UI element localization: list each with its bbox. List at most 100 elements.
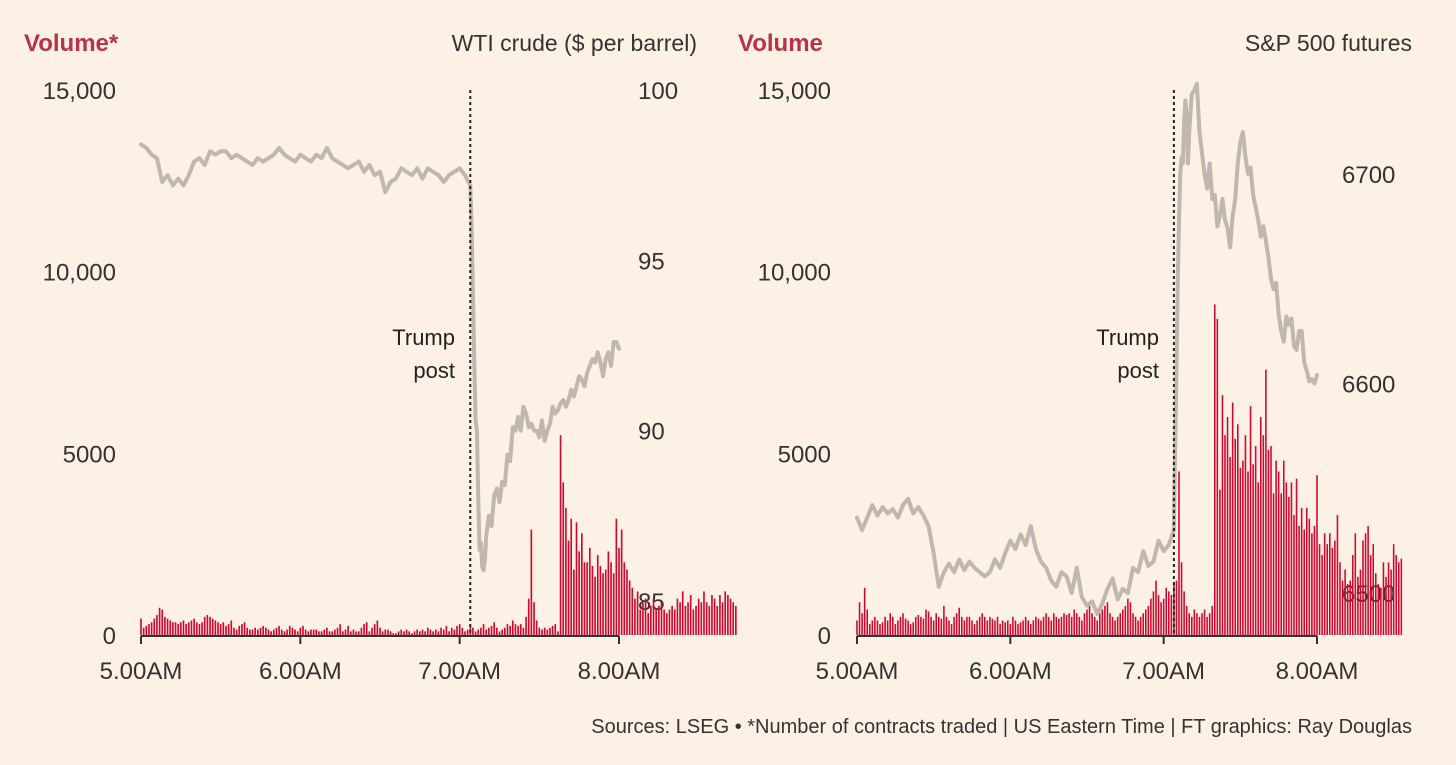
wti-volume-tick-label: 15,000	[43, 78, 116, 105]
wti-volume-bar	[445, 625, 448, 635]
sp500-volume-bar	[1216, 318, 1219, 635]
sp500-volume-bar	[1185, 605, 1188, 635]
sp500-volume-bar	[1201, 613, 1203, 635]
wti-volume-bar	[243, 622, 246, 635]
wti-volume-bar	[259, 627, 262, 635]
sp500-volume-bar	[1231, 402, 1234, 635]
wti-volume-bar	[408, 631, 411, 635]
sp500-volume-bar	[932, 620, 935, 635]
wti-volume-bar	[705, 602, 708, 635]
wti-volume-bar	[650, 605, 652, 635]
sp500-volume-bar	[1244, 435, 1247, 635]
sp500-volume-bar	[994, 620, 996, 635]
wti-volume-bar	[302, 625, 304, 635]
wti-volume-bar	[187, 622, 190, 635]
sp500-volume-bar	[1063, 613, 1065, 635]
sp500-volume-bar	[991, 618, 994, 635]
wti-volume-bar	[238, 625, 241, 635]
sp500-volume-bar	[1234, 438, 1237, 635]
sp500-volume-bar	[1208, 613, 1211, 635]
sp500-volume-bar	[1226, 417, 1229, 635]
sp500-volume-bar	[1114, 620, 1116, 635]
wti-volume-bar	[453, 629, 456, 635]
sp500-volume-bar	[1380, 587, 1382, 635]
sp500-volume-bar	[1116, 616, 1119, 635]
sp500-volume-bar	[907, 620, 909, 635]
sp500-volume-bar	[935, 613, 938, 635]
sp500-volume-bar	[1334, 540, 1336, 635]
wti-volume-bar	[490, 625, 493, 635]
sp500-volume-bar	[866, 609, 869, 635]
sp500-volume-bar	[971, 620, 973, 635]
sp500-volume-bar	[917, 615, 920, 635]
sp500-volume-bar	[1144, 609, 1147, 635]
sp500-volume-bar	[1014, 620, 1017, 635]
sp500-volume-bar	[1037, 618, 1040, 635]
wti-volume-bar	[533, 602, 535, 635]
sp500-volume-bar	[1167, 591, 1170, 635]
wti-volume-bar	[634, 598, 636, 635]
sp500-x-tick-label: 7.00AM	[1122, 658, 1205, 685]
wti-volume-bar	[254, 627, 257, 635]
wti-volume-bar	[334, 629, 336, 635]
sp500-volume-bar	[989, 616, 991, 635]
wti-volume-bar	[206, 615, 209, 635]
wti-volume-bar	[182, 620, 185, 635]
sp500-volume-bar	[1075, 613, 1078, 635]
sp500-volume-bar	[1221, 395, 1224, 635]
sp500-volume-bar	[1300, 507, 1303, 635]
wti-volume-bar	[360, 627, 363, 635]
wti-volume-bar	[668, 609, 671, 635]
sp500-volume-bar	[999, 624, 1001, 635]
wti-volume-bar	[644, 598, 647, 635]
sp500-volume-bar	[1196, 613, 1198, 635]
wti-volume-bar	[721, 602, 724, 635]
sp500-chart-panel: Volume S&P 500 futures 0 5000 10,000 15,000…	[738, 30, 1412, 685]
wti-volume-bar	[681, 591, 684, 635]
sp500-volume-bar	[1081, 620, 1083, 635]
sp500-volume-bar	[981, 613, 984, 635]
wti-volume-bar	[599, 565, 602, 635]
sp500-volume-bar	[1142, 613, 1145, 635]
sp500-volume-bar	[1331, 547, 1334, 635]
sp500-volume-bar	[876, 620, 879, 635]
sp500-volume-bar	[940, 618, 943, 635]
sp500-volume-bar	[1170, 595, 1173, 635]
sp500-volume-bar	[1318, 544, 1321, 635]
wti-volume-bar	[615, 518, 618, 635]
sp500-volume-bar	[1027, 620, 1030, 635]
wti-volume-bar	[397, 631, 400, 635]
wti-volume-bar	[549, 627, 551, 635]
wti-volume-bar	[472, 627, 474, 635]
sp500-volume-bar	[1050, 620, 1053, 635]
wti-volume-bar	[376, 620, 379, 635]
sp500-volume-bar	[1239, 467, 1242, 635]
sp500-volume-bar	[1344, 569, 1346, 635]
wti-volume-bar	[501, 629, 503, 635]
wti-volume-bar	[687, 602, 689, 635]
sp500-volume-bar	[1088, 605, 1091, 635]
sp500-volume-bar	[871, 620, 874, 635]
sp500-volume-bar	[922, 618, 925, 635]
sp500-volume-bar	[1392, 544, 1395, 635]
wti-volume-bar	[480, 627, 482, 635]
wti-volume-bar	[198, 624, 201, 635]
wti-volume-bar	[485, 629, 488, 635]
sp500-volume-bar	[968, 616, 971, 635]
wti-x-tick-label: 7.00AM	[418, 658, 501, 685]
sp500-volume-bar	[1372, 544, 1375, 635]
sp500-x-tick-label: 8.00AM	[1276, 658, 1359, 685]
wti-volume-bar	[647, 613, 650, 635]
wti-volume-bar	[174, 622, 177, 635]
sp500-volume-bar	[1083, 613, 1086, 635]
sp500-volume-bar	[1270, 446, 1272, 635]
wti-volume-bar	[506, 624, 509, 635]
wti-price-axis-title: WTI crude ($ per barrel)	[452, 30, 697, 56]
wti-volume-bar	[331, 631, 334, 635]
wti-volume-bar	[594, 576, 596, 635]
wti-volume-bar	[278, 625, 280, 635]
wti-volume-bar	[514, 624, 517, 635]
wti-volume-bar	[233, 627, 235, 635]
sp500-volume-bar	[1073, 609, 1076, 635]
wti-volume-bar	[246, 627, 249, 635]
